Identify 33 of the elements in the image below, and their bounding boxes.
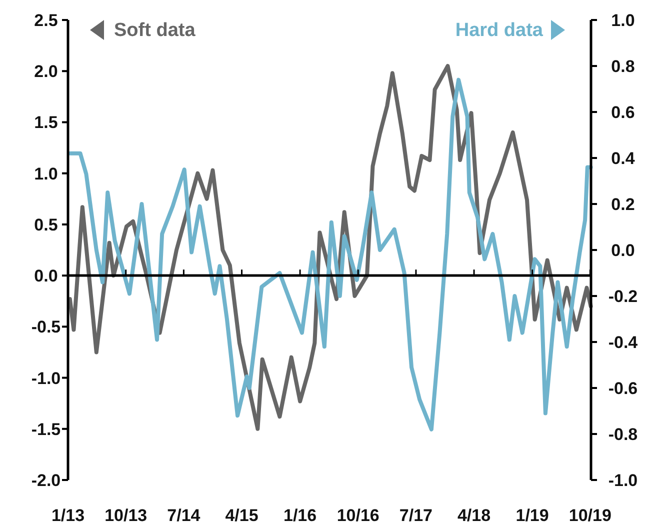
text: Hard data <box>455 20 544 41</box>
y2-tick-label: -0.6 <box>608 379 638 398</box>
x-tick-label: 1/16 <box>283 506 317 525</box>
y2-tick-label: -1.0 <box>608 471 638 490</box>
x-tick-label: 10/19 <box>568 506 612 525</box>
y2-tick-label: 0.0 <box>611 241 635 260</box>
y2-tick-label: 0.8 <box>611 57 635 76</box>
x-tick-label: 4/15 <box>225 506 258 525</box>
y-tick-label: -1.0 <box>31 368 61 388</box>
y-tick-label: 2.0 <box>34 62 58 82</box>
y-tick-label: 0.5 <box>34 215 58 234</box>
y-tick-label: 1.5 <box>34 113 58 132</box>
legend-label: Soft data <box>114 20 196 41</box>
x-tick-label: 4/18 <box>457 506 491 525</box>
y2-tick-label: 0.6 <box>611 103 635 122</box>
y-tick-label: -2.0 <box>31 471 61 490</box>
x-tick-label: 7/17 <box>399 506 433 525</box>
y-tick-label: -1.5 <box>31 420 61 439</box>
y2-tick-label: 1.0 <box>611 11 635 30</box>
x-tick-label: 10/16 <box>336 506 380 525</box>
x-tick-label: 7/14 <box>167 506 201 525</box>
y-tick-label: 2.5 <box>34 11 58 30</box>
y-tick-label: 0.0 <box>34 266 58 286</box>
y2-tick-label: -0.4 <box>608 333 638 352</box>
y2-tick-label: 0.2 <box>611 195 635 214</box>
x-tick-label: 10/13 <box>104 506 148 525</box>
y2-tick-label: 0.4 <box>611 149 636 168</box>
y2-tick-label: -0.2 <box>608 287 638 306</box>
y-tick-label: 1.0 <box>34 164 58 184</box>
y-tick-label: -0.5 <box>31 318 61 337</box>
y2-tick-label: -0.8 <box>608 425 638 444</box>
x-tick-label: 1/13 <box>51 506 85 525</box>
x-tick-label: 1/19 <box>516 506 549 525</box>
